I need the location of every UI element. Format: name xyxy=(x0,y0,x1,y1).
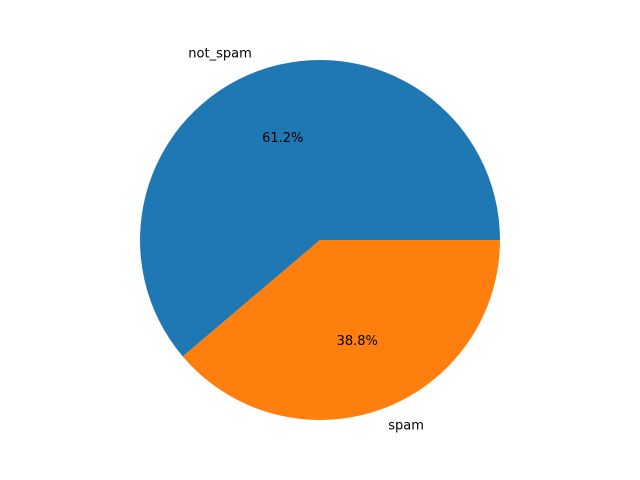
slice-percent-spam: 38.8% xyxy=(337,334,378,349)
pie-labels: not_spam 61.2% spam 38.8% xyxy=(188,47,424,434)
pie-slice-spam xyxy=(182,240,500,421)
slice-label-not-spam: not_spam xyxy=(188,47,251,62)
slice-percent-not-spam: 61.2% xyxy=(262,131,303,146)
pie-slice-not-spam xyxy=(140,60,500,357)
pie-slices xyxy=(140,60,500,421)
slice-label-spam: spam xyxy=(388,418,424,433)
